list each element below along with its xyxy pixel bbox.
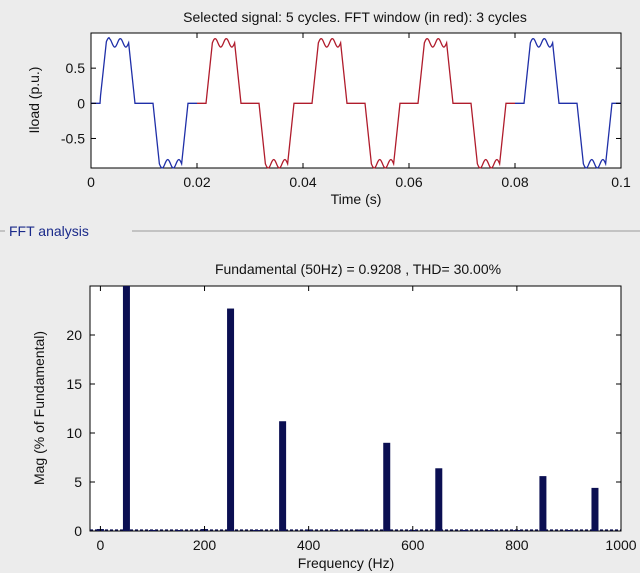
signal-xtick-label: 0 [87,174,95,190]
fft-plot-area [89,285,622,532]
fft-xtick-label: 200 [193,537,217,553]
signal-plot-ylabel: Iload (p.u.) [26,67,42,134]
fft-plot-xlabel: Frequency (Hz) [298,555,394,571]
signal-ytick-label: 0.5 [66,60,86,76]
fft-bar-750hz [487,530,495,531]
fft-bar-850hz [539,476,547,531]
fft-bar-350hz [279,421,287,531]
fft-bar-300hz [253,530,261,531]
fft-bar-150hz [175,530,182,531]
fft-ytick-label: 0 [74,523,82,539]
signal-plot: Selected signal: 5 cycles. FFT window (i… [26,9,631,207]
signal-trace-outside-window [91,36,197,169]
fft-bar-500hz [357,529,365,531]
fft-bar-700hz [461,530,469,531]
signal-xtick-label: 0.04 [289,174,316,190]
signal-plot-title: Selected signal: 5 cycles. FFT window (i… [183,9,527,25]
signal-plot-axes: 0 0.02 0.04 0.06 0.08 0.1 0.5 0 -0.5 [61,33,631,190]
signal-xtick-label: 0.06 [395,174,422,190]
fft-xtick-label: 1000 [605,537,636,553]
signal-xtick-label: 0.02 [183,174,210,190]
fft-ytick-label: 15 [66,376,82,392]
fft-bar-900hz [565,530,573,531]
fft-plot-title: Fundamental (50Hz) = 0.9208 , THD= 30.00… [215,261,501,277]
fft-bar-450hz [331,530,339,531]
fft-bar-650hz [435,468,443,531]
fft-xtick-label: 0 [97,537,105,553]
signal-ytick-label: 0 [77,95,85,111]
fft-bar-50hz [122,286,130,531]
signal-plot-xlabel: Time (s) [331,191,382,207]
signal-ytick-label: -0.5 [61,130,85,146]
fft-panel: FFT analysis Fundamental (50Hz) = 0.9208… [0,223,640,571]
fft-ytick-label: 10 [66,425,82,441]
fft-bar-950hz [591,487,599,531]
signal-xtick-label: 0.08 [501,174,528,190]
fft-panel-label: FFT analysis [9,223,89,239]
fft-xtick-label: 800 [505,537,529,553]
fft-ytick-label: 5 [74,474,82,490]
fft-bar-250hz [227,308,235,531]
fft-bar-550hz [383,442,391,531]
signal-xtick-label: 0.1 [611,174,631,190]
fft-plot-ylabel: Mag (% of Fundamental) [31,331,47,485]
fft-xtick-label: 600 [401,537,425,553]
signal-plot-area [90,32,622,169]
signal-trace-fft-window [197,37,515,169]
fft-bar-100hz [148,530,156,531]
fft-ytick-label: 20 [66,327,82,343]
fft-xtick-label: 400 [297,537,321,553]
fft-plot-axes: 0 200 400 600 800 1000 0 5 10 15 20 [66,286,637,553]
signal-trace-outside-window-end [515,37,621,169]
